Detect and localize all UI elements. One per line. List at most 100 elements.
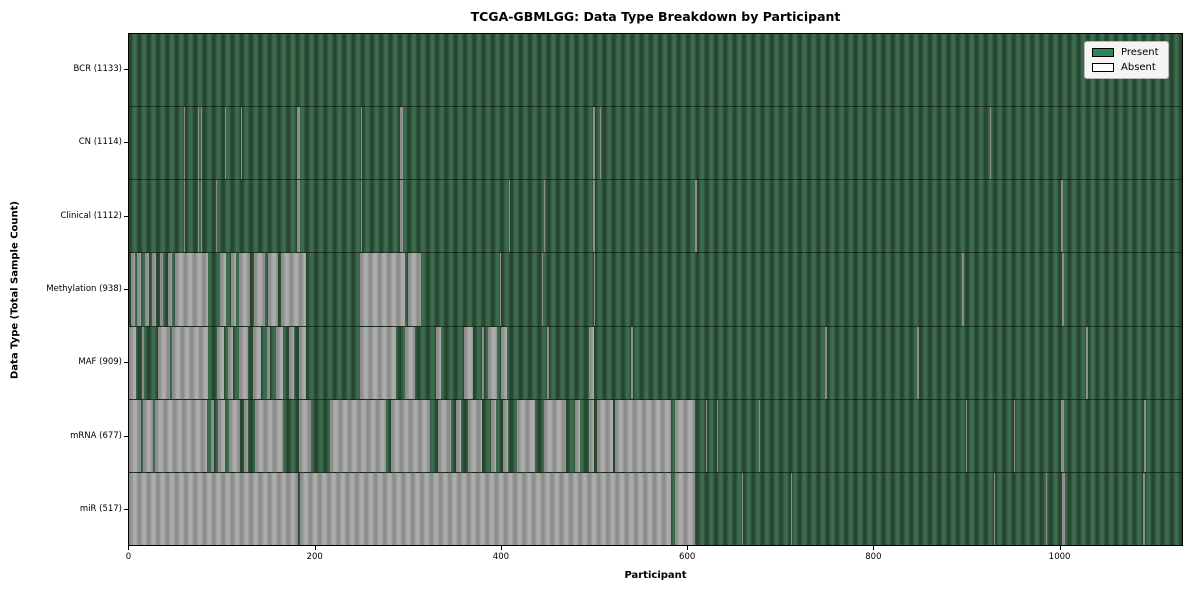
absent-segment: [544, 399, 566, 472]
absent-segment: [989, 107, 992, 180]
x-tick-label-0: 0: [125, 552, 132, 562]
y-tick-mark: [124, 289, 128, 290]
absent-segment: [155, 399, 208, 472]
absent-segment: [463, 326, 473, 399]
absent-segment: [717, 399, 719, 472]
absent-segment: [1013, 399, 1015, 472]
absent-segment: [268, 253, 278, 326]
absent-segment: [541, 253, 543, 326]
absent-segment: [405, 326, 416, 399]
absent-segment: [482, 326, 484, 399]
x-tick-label-800: 800: [865, 552, 882, 562]
x-tick-mark: [128, 546, 130, 550]
absent-segment: [200, 180, 202, 253]
absent-segment: [224, 107, 226, 180]
absent-segment: [1086, 326, 1089, 399]
row-BCR: [129, 34, 1182, 107]
absent-segment: [157, 326, 170, 399]
absent-segment: [217, 326, 224, 399]
absent-segment: [1142, 472, 1145, 545]
absent-segment: [593, 253, 595, 326]
x-tick-mark: [1059, 546, 1061, 550]
absent-segment: [1143, 399, 1146, 472]
absent-segment: [253, 253, 265, 326]
absent-segment: [266, 326, 271, 399]
y-tick-mark: [124, 508, 128, 510]
absent-segment: [502, 399, 509, 472]
absent-segment: [361, 107, 363, 180]
absent-segment: [407, 253, 421, 326]
x-tick-mark: [687, 546, 689, 550]
absent-segment: [456, 399, 461, 472]
absent-segment: [227, 326, 234, 399]
absent-segment: [216, 180, 218, 253]
row-Methylation: [129, 252, 1182, 326]
x-axis-label: Participant: [624, 570, 687, 581]
absent-segment: [360, 253, 406, 326]
absent-segment: [175, 253, 208, 326]
x-tick-label-600: 600: [679, 552, 696, 562]
legend-entry-absent: Absent: [1092, 62, 1159, 73]
absent-segment: [297, 180, 300, 253]
absent-segment: [547, 326, 550, 399]
row-CN: [129, 106, 1182, 180]
absent-segment: [615, 399, 671, 472]
absent-segment: [241, 107, 243, 180]
absent-segment: [137, 253, 142, 326]
absent-segment: [299, 399, 312, 472]
absent-segment: [500, 326, 508, 399]
absent-segment: [435, 326, 442, 399]
absent-segment: [238, 253, 250, 326]
y-tick-label-BCR: BCR (1133): [73, 64, 123, 75]
absent-segment: [168, 253, 172, 326]
y-tick-label-Methylation: Methylation (938): [46, 284, 122, 294]
absent-segment: [255, 399, 284, 472]
absent-segment: [917, 326, 919, 399]
legend-label: Absent: [1121, 62, 1156, 73]
absent-segment: [130, 253, 135, 326]
absent-segment: [575, 399, 580, 472]
absent-segment: [210, 399, 215, 472]
absent-segment: [487, 326, 498, 399]
y-tick-label-miR: miR (517): [79, 503, 122, 514]
y-tick-label-CN: CN (1114): [78, 137, 122, 148]
absent-segment: [1062, 253, 1064, 326]
absent-segment: [197, 107, 199, 180]
absent-segment: [159, 253, 164, 326]
absent-segment: [589, 326, 594, 399]
absent-segment: [468, 399, 483, 472]
absent-segment: [244, 399, 248, 472]
absent-segment: [129, 399, 142, 472]
x-tick-label-400: 400: [492, 552, 510, 562]
absent-segment: [297, 107, 300, 180]
y-tick-mark: [124, 215, 128, 217]
absent-segment: [144, 253, 149, 326]
absent-segment: [675, 472, 695, 545]
absent-segment: [592, 180, 595, 253]
x-tick-mark: [314, 546, 316, 550]
absent-segment: [200, 107, 202, 180]
absent-segment: [742, 472, 744, 545]
absent-segment: [499, 253, 501, 326]
absent-segment: [400, 107, 404, 180]
row-MAF: [129, 325, 1182, 399]
absent-segment: [361, 180, 363, 253]
absent-segment: [966, 399, 968, 472]
absent-segment: [400, 180, 404, 253]
absent-segment: [229, 399, 240, 472]
row-miR: [129, 471, 1182, 545]
legend: Present Absent: [1084, 41, 1169, 79]
x-tick-label-200: 200: [306, 552, 323, 562]
absent-segment: [825, 326, 827, 399]
absent-segment: [288, 326, 295, 399]
absent-segment: [544, 180, 546, 253]
absent-segment: [600, 107, 602, 180]
absent-segment: [197, 180, 199, 253]
absent-segment: [630, 326, 633, 399]
x-tick-mark: [500, 546, 502, 550]
plot-area: [128, 33, 1183, 546]
absent-segment: [1061, 399, 1064, 472]
x-tick-label-1000: 1000: [1048, 552, 1071, 562]
y-tick-mark: [124, 362, 128, 364]
